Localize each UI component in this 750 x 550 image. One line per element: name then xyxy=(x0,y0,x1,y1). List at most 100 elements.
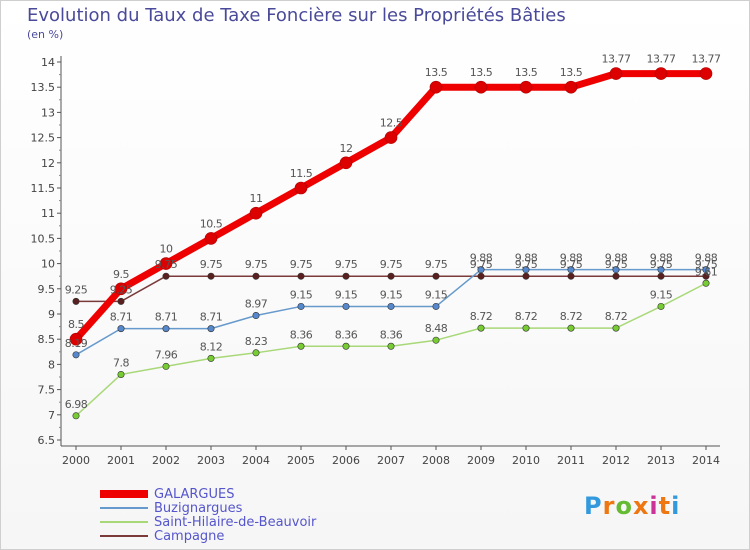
data-label-buzignargues: 9.15 xyxy=(425,288,448,301)
data-point-campagne xyxy=(612,272,620,280)
x-tick-label: 2006 xyxy=(332,454,360,467)
data-label-campagne: 9.75 xyxy=(605,258,628,271)
data-point-buzignargues xyxy=(72,351,80,359)
data-label-galargues: 13.77 xyxy=(692,53,721,66)
data-point-galargues xyxy=(339,156,353,170)
data-label-campagne: 9.75 xyxy=(290,258,313,271)
data-point-saint-hilaire-de-beauvoir xyxy=(342,342,350,350)
logo-letter: P xyxy=(584,492,603,520)
data-label-campagne: 9.75 xyxy=(425,258,448,271)
data-point-galargues xyxy=(699,67,713,80)
y-tick-label: 11 xyxy=(41,207,55,220)
x-tick-label: 2005 xyxy=(287,454,315,467)
data-point-campagne xyxy=(297,272,305,280)
data-label-saint-hilaire-de-beauvoir: 7.96 xyxy=(155,348,178,361)
data-point-campagne xyxy=(117,297,125,305)
data-label-galargues: 8.5 xyxy=(68,318,84,331)
data-label-saint-hilaire-de-beauvoir: 7.8 xyxy=(113,356,129,369)
data-label-galargues: 13.5 xyxy=(425,66,448,79)
proxiti-logo: Proxiti xyxy=(584,492,680,520)
x-tick-label: 2009 xyxy=(467,454,495,467)
data-label-buzignargues: 9.15 xyxy=(335,288,358,301)
data-point-campagne xyxy=(567,272,575,280)
x-tick-label: 2012 xyxy=(602,454,630,467)
x-tick-label: 2007 xyxy=(377,454,405,467)
data-label-galargues: 13.77 xyxy=(647,53,676,66)
x-tick-label: 2004 xyxy=(242,454,270,467)
y-tick-label: 9 xyxy=(48,308,55,321)
data-label-buzignargues: 9.88 xyxy=(515,252,538,265)
data-point-galargues xyxy=(294,181,308,195)
y-tick-label: 8 xyxy=(48,358,55,371)
legend-label-buzignargues: Buzignargues xyxy=(154,500,243,516)
data-point-saint-hilaire-de-beauvoir xyxy=(612,324,620,332)
data-point-saint-hilaire-de-beauvoir xyxy=(162,362,170,370)
logo-letter: x xyxy=(632,492,650,520)
data-point-buzignargues xyxy=(162,325,170,333)
legend-label-campagne: Campagne xyxy=(154,528,225,544)
logo-letter: o xyxy=(615,492,633,520)
data-label-saint-hilaire-de-beauvoir: 8.72 xyxy=(560,310,583,323)
data-point-buzignargues xyxy=(567,266,575,274)
y-tick-label: 12.5 xyxy=(31,132,56,145)
data-label-campagne: 9.75 xyxy=(560,258,583,271)
data-point-buzignargues xyxy=(297,302,305,310)
data-point-galargues xyxy=(159,257,173,270)
data-point-saint-hilaire-de-beauvoir xyxy=(207,354,215,362)
data-point-galargues xyxy=(654,67,668,80)
data-point-saint-hilaire-de-beauvoir xyxy=(567,324,575,332)
data-point-buzignargues xyxy=(252,312,260,320)
legend-label-galargues: GALARGUES xyxy=(154,486,235,502)
data-label-campagne: 9.75 xyxy=(695,258,718,271)
legend-swatch-buzignargues xyxy=(100,507,148,509)
x-tick-label: 2014 xyxy=(692,454,720,467)
data-label-saint-hilaire-de-beauvoir: 8.72 xyxy=(605,310,628,323)
y-tick-label: 9.5 xyxy=(38,283,56,296)
y-tick-label: 13.5 xyxy=(31,81,56,94)
data-point-galargues xyxy=(114,282,128,296)
data-label-galargues: 13.5 xyxy=(560,66,583,79)
data-point-saint-hilaire-de-beauvoir xyxy=(252,349,260,357)
data-label-galargues: 9.5 xyxy=(113,268,129,281)
data-point-buzignargues xyxy=(702,266,710,274)
y-tick-label: 11.5 xyxy=(31,182,56,195)
unit-label: (en %) xyxy=(27,28,64,41)
data-point-saint-hilaire-de-beauvoir xyxy=(522,324,530,332)
data-label-campagne: 9.75 xyxy=(470,258,493,271)
x-tick-label: 2011 xyxy=(557,454,585,467)
logo-letter: t xyxy=(658,492,672,520)
data-point-saint-hilaire-de-beauvoir xyxy=(657,302,665,310)
data-label-galargues: 13.5 xyxy=(470,66,493,79)
data-point-buzignargues xyxy=(207,325,215,333)
x-tick-label: 2003 xyxy=(197,454,225,467)
data-label-campagne: 9.75 xyxy=(245,258,268,271)
data-label-galargues: 12 xyxy=(340,142,353,155)
y-tick-label: 12 xyxy=(41,157,55,170)
logo-letter: i xyxy=(649,492,659,520)
y-tick-label: 10 xyxy=(41,258,55,271)
y-tick-label: 7 xyxy=(48,409,55,422)
data-point-buzignargues xyxy=(117,325,125,333)
data-point-buzignargues xyxy=(522,266,530,274)
data-label-saint-hilaire-de-beauvoir: 8.23 xyxy=(245,335,268,348)
data-label-buzignargues: 9.88 xyxy=(695,252,718,265)
x-tick-label: 2013 xyxy=(647,454,675,467)
data-point-saint-hilaire-de-beauvoir xyxy=(297,342,305,350)
legend-item-buzignargues: Buzignargues xyxy=(100,500,316,516)
x-tick-label: 2000 xyxy=(62,454,90,467)
data-point-galargues xyxy=(384,131,398,144)
data-point-saint-hilaire-de-beauvoir xyxy=(117,370,125,378)
data-label-buzignargues: 9.15 xyxy=(290,288,313,301)
data-label-buzignargues: 9.88 xyxy=(470,252,493,265)
data-point-campagne xyxy=(657,272,665,280)
data-label-saint-hilaire-de-beauvoir: 8.36 xyxy=(335,328,358,341)
data-point-buzignargues xyxy=(387,302,395,310)
y-tick-label: 13 xyxy=(41,106,55,119)
data-label-buzignargues: 8.71 xyxy=(110,311,133,324)
data-point-saint-hilaire-de-beauvoir xyxy=(702,279,710,287)
logo-letter: r xyxy=(602,492,616,520)
data-label-galargues: 10 xyxy=(160,243,173,256)
data-label-buzignargues: 9.88 xyxy=(560,252,583,265)
data-point-buzignargues xyxy=(342,302,350,310)
